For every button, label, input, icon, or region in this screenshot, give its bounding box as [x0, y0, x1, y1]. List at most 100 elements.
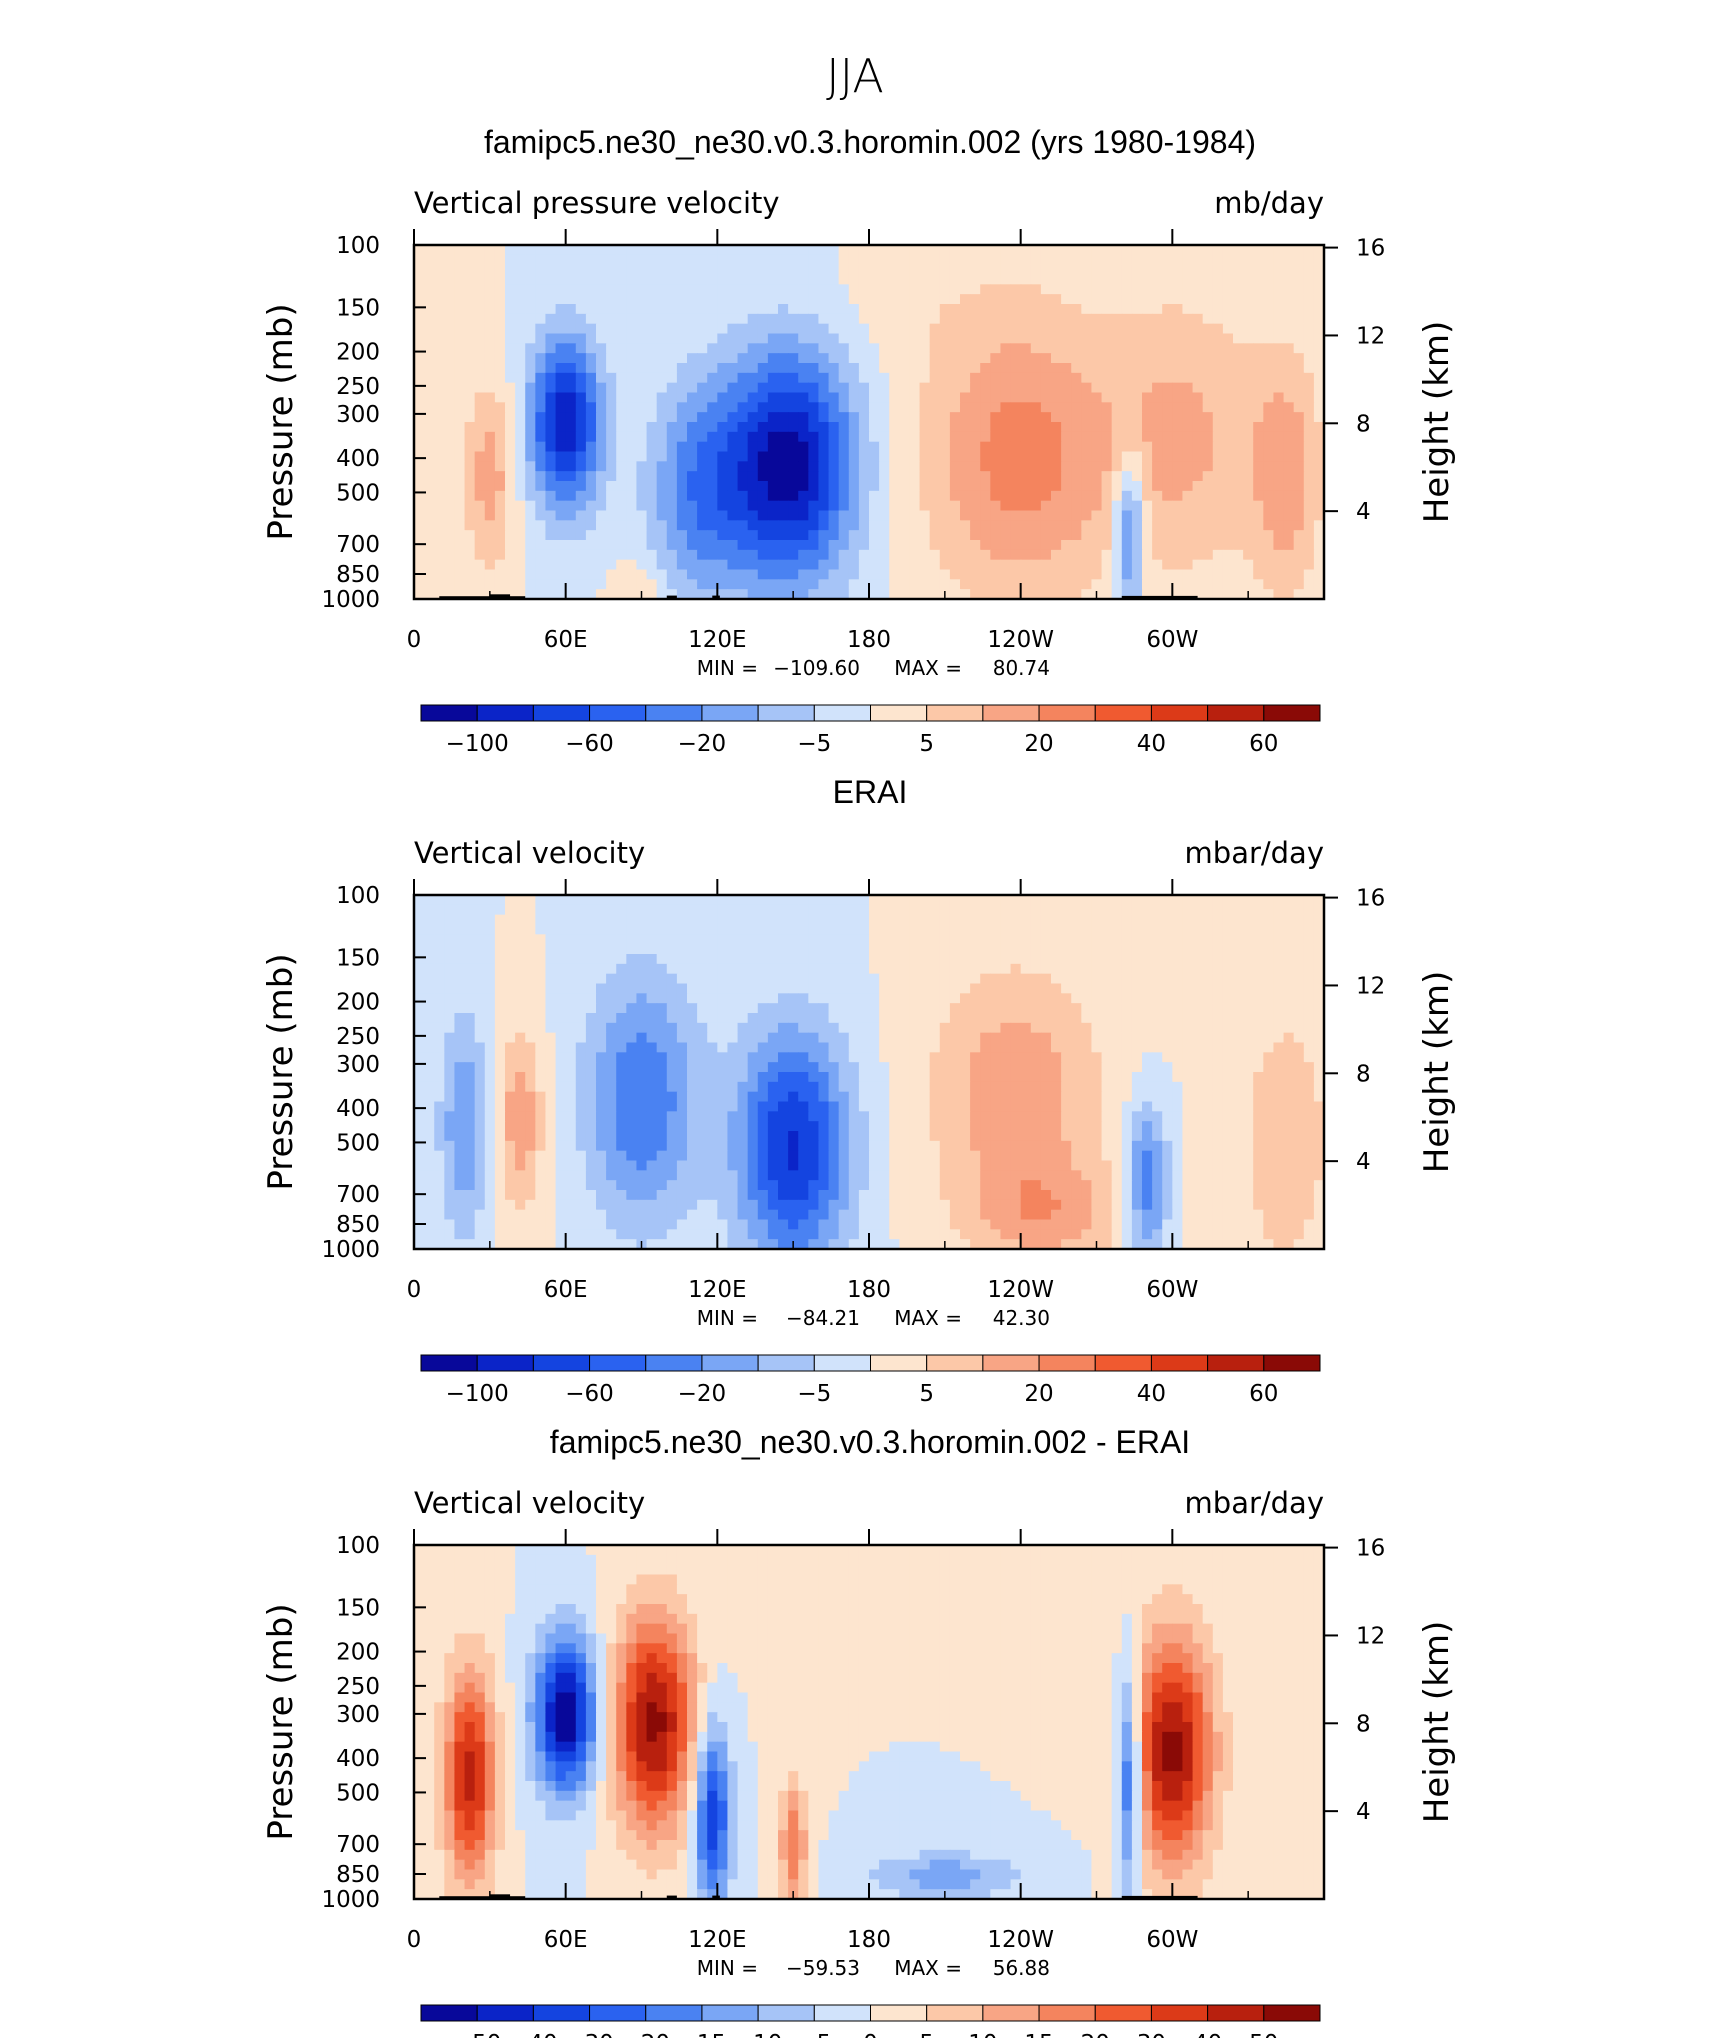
field-cell: [879, 264, 890, 276]
field-cell: [545, 372, 557, 384]
field-cell: [1303, 353, 1315, 364]
field-cell: [1243, 323, 1254, 335]
field-cell: [818, 304, 830, 315]
field-cell: [808, 1013, 820, 1024]
field-cell: [585, 304, 597, 315]
field-cell: [960, 569, 971, 580]
field-cell: [1142, 1042, 1153, 1053]
field-cell: [818, 481, 830, 492]
field-cell: [1162, 363, 1173, 374]
field-cell: [525, 530, 536, 541]
field-cell: [1152, 412, 1163, 423]
field-cell: [515, 245, 526, 256]
field-cell: [747, 372, 759, 384]
field-cell: [1263, 274, 1275, 285]
field-cell: [1101, 284, 1113, 295]
field-cell: [1313, 422, 1325, 433]
field-cell: [676, 441, 688, 453]
field-cell: [1000, 549, 1012, 561]
field-cell: [737, 954, 749, 965]
field-cell: [960, 264, 971, 276]
field-cell: [1212, 934, 1224, 945]
field-cell: [545, 274, 557, 285]
field-cell: [757, 579, 769, 590]
field-cell: [585, 254, 597, 266]
field-cell: [838, 993, 850, 1004]
field-cell: [798, 461, 809, 472]
field-cell: [1182, 431, 1194, 443]
field-cell: [1192, 1022, 1204, 1034]
x-tick-label: 120W: [987, 627, 1054, 653]
field-cell: [525, 304, 536, 315]
field-cell: [484, 412, 496, 423]
field-cell: [474, 333, 486, 344]
field-cell: [1222, 284, 1234, 295]
field-cell: [424, 963, 435, 975]
field-cell: [879, 304, 890, 315]
field-cell: [1283, 993, 1295, 1004]
field-cell: [960, 382, 971, 394]
field-cell: [727, 1072, 739, 1083]
field-cell: [818, 1013, 830, 1024]
field-cell: [1142, 1003, 1153, 1014]
field-cell: [525, 471, 536, 482]
field-cell: [747, 254, 759, 266]
field-cell: [1000, 451, 1012, 462]
field-cell: [1273, 274, 1285, 285]
field-cell: [484, 510, 496, 521]
field-cell: [717, 333, 729, 344]
field-cell: [737, 481, 749, 492]
field-cell: [1212, 451, 1224, 462]
field-cell: [414, 963, 425, 975]
field-cell: [1111, 451, 1123, 462]
field-cell: [555, 914, 567, 926]
field-cell: [727, 1052, 739, 1063]
field-cell: [960, 353, 971, 364]
field-cell: [525, 264, 536, 276]
field-cell: [757, 481, 769, 492]
field-cell: [939, 431, 951, 443]
field-cell: [929, 431, 941, 443]
field-cell: [676, 323, 688, 335]
field-cell: [990, 914, 1002, 926]
field-cell: [1101, 382, 1113, 394]
field-cell: [464, 490, 476, 502]
field-cell: [1061, 353, 1072, 364]
field-cell: [545, 323, 557, 335]
field-cell: [596, 944, 607, 955]
field-cell: [676, 963, 688, 975]
field-cell: [636, 353, 648, 364]
field-cell: [1152, 500, 1163, 512]
field-cell: [515, 294, 526, 305]
field-cell: [1313, 274, 1325, 285]
field-cell: [565, 333, 577, 344]
field-cell: [939, 983, 951, 994]
field-cell: [444, 412, 456, 423]
field-cell: [596, 363, 607, 374]
field-cell: [515, 1032, 526, 1044]
field-cell: [1243, 392, 1254, 403]
field-cell: [879, 402, 890, 413]
field-cell: [919, 1032, 931, 1044]
field-cell: [899, 304, 911, 315]
field-cell: [818, 1042, 830, 1053]
field-cell: [636, 895, 648, 906]
field-cell: [788, 1042, 799, 1053]
field-cell: [889, 559, 900, 571]
field-cell: [1061, 1013, 1072, 1024]
field-cell: [1101, 589, 1113, 600]
field-cell: [1071, 1062, 1082, 1073]
field-cell: [889, 323, 900, 335]
field-cell: [535, 402, 547, 413]
field-cell: [1071, 944, 1082, 955]
field-cell: [494, 274, 506, 285]
field-cell: [1081, 1003, 1093, 1014]
field-cell: [879, 431, 890, 443]
field-cell: [828, 274, 840, 285]
field-cell: [808, 983, 820, 994]
field-cell: [889, 461, 900, 472]
field-cell: [1131, 343, 1143, 354]
field-cell: [828, 944, 840, 955]
field-cell: [1313, 559, 1325, 571]
field-cell: [494, 1003, 506, 1014]
